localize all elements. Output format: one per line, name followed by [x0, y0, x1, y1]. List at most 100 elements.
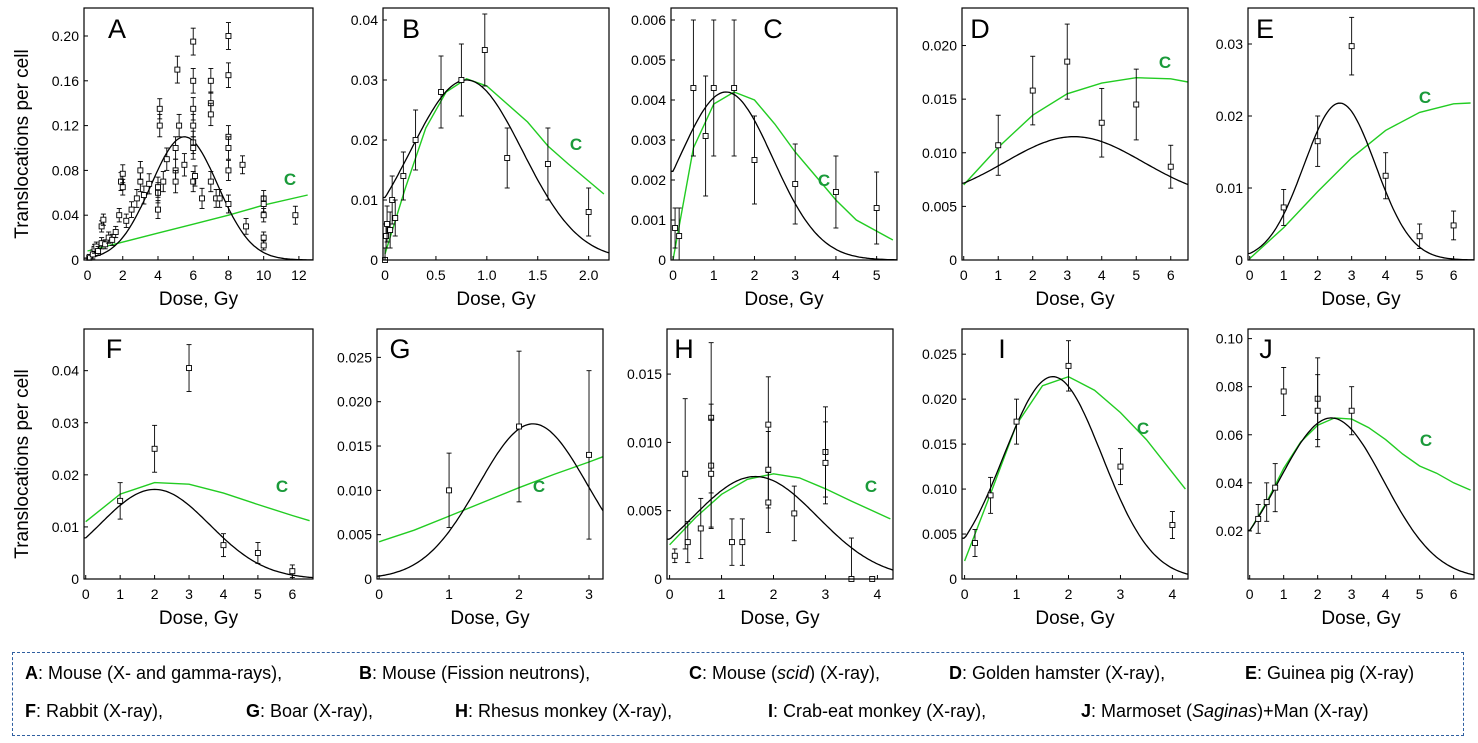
model-curve-label: C — [1137, 419, 1149, 438]
data-point — [190, 136, 197, 160]
data-point — [176, 113, 183, 138]
data-point — [1255, 504, 1262, 534]
y-tick-label: 0.010 — [922, 481, 957, 497]
data-point — [123, 213, 130, 228]
point-marker — [137, 167, 144, 174]
panel-letter: A — [108, 14, 126, 44]
point-marker — [123, 217, 130, 224]
y-tick-label: 0.005 — [337, 527, 372, 543]
point-marker — [190, 38, 197, 45]
data-point — [682, 398, 689, 550]
data-point — [1382, 152, 1389, 200]
data-point — [151, 424, 158, 473]
plot-frame — [1247, 328, 1475, 580]
panel-letter: C — [763, 14, 783, 44]
plot-frame — [382, 7, 610, 261]
y-tick-label: 0 — [71, 571, 79, 587]
y-tick-label: 0.005 — [922, 198, 957, 214]
x-tick-label: 0 — [82, 586, 90, 602]
panel-a: 0 2 4 6 8 10 12 0 0.04 0.08 0.12 0.16 0.20 Dose, Gy Tr… — [12, 7, 314, 310]
legend-item-i: I: Crab-eat monkey (X-ray), — [768, 701, 987, 721]
data-point — [192, 165, 198, 187]
point-marker — [481, 47, 488, 53]
model-curve-label: C — [865, 477, 877, 496]
y-tick-label: 0.010 — [627, 434, 662, 450]
data-point — [95, 246, 102, 256]
data-point — [697, 497, 704, 559]
point-marker — [140, 192, 147, 198]
legend-key: F — [25, 701, 36, 721]
data-point — [140, 185, 147, 205]
plot-frame — [83, 7, 314, 261]
legend-text: Boar (X-ray), — [270, 701, 374, 721]
data-point — [137, 160, 144, 180]
plot-frame — [376, 328, 604, 580]
legend-item-j: J: Marmoset (Saginas)+Man (X-ray) — [1081, 701, 1369, 721]
point-marker — [190, 105, 197, 112]
x-tick-label: 2.0 — [579, 267, 599, 283]
point-marker — [392, 215, 399, 221]
point-marker — [243, 223, 250, 230]
point-marker — [1272, 484, 1279, 491]
data-point — [1280, 367, 1287, 416]
data-point — [1348, 386, 1355, 436]
x-tick-label: 2 — [1029, 267, 1037, 283]
x-axis-label: Dose, Gy — [1321, 608, 1401, 629]
data-point — [1348, 16, 1355, 76]
fit-curve — [667, 475, 893, 571]
data-point — [225, 22, 232, 50]
data-point — [254, 542, 261, 564]
x-tick-label: 6 — [288, 586, 296, 602]
point-marker — [174, 66, 181, 73]
point-marker — [731, 85, 738, 91]
y-tick-label: 0.015 — [337, 438, 372, 454]
point-marker — [128, 206, 135, 213]
point-marker — [792, 181, 799, 187]
data-point — [446, 452, 453, 529]
x-tick-label: 0.5 — [426, 267, 446, 283]
x-tick-label: 1 — [1280, 267, 1288, 283]
panel-i: 0 1 2 3 4 0 0.005 0.010 0.015 0.020 0.025 Dose, Gy I… — [922, 328, 1189, 629]
x-tick-label: 3 — [1348, 267, 1356, 283]
panel-e: 0 1 2 3 4 5 6 0 0.01 0.02 0.03 Dose, Gy E C — [1216, 7, 1475, 310]
point-marker — [220, 542, 227, 549]
point-marker — [708, 470, 715, 477]
x-axis-label: Dose, Gy — [740, 608, 820, 629]
legend-key: B — [359, 663, 372, 683]
x-tick-label: 2 — [1314, 267, 1322, 283]
x-tick-label: 4 — [874, 586, 882, 602]
data-point — [243, 218, 250, 235]
y-tick-label: 0.04 — [1216, 475, 1243, 491]
x-tick-label: 6 — [1450, 267, 1458, 283]
plot-frame — [961, 7, 1189, 261]
point-marker — [822, 459, 829, 466]
y-tick-label: 0.10 — [1216, 331, 1243, 347]
data-point — [225, 136, 232, 160]
point-marker — [100, 216, 107, 223]
data-point — [163, 147, 170, 171]
data-point — [207, 68, 214, 94]
point-marker — [387, 227, 394, 233]
x-tick-label: 6 — [1167, 267, 1175, 283]
x-axis-label: Dose, Gy — [159, 608, 239, 629]
y-tick-label: 0.02 — [52, 467, 79, 483]
data-point — [155, 200, 161, 220]
point-marker — [739, 539, 746, 546]
x-tick-label: 5 — [1416, 267, 1424, 283]
point-marker — [260, 201, 267, 207]
data-point — [873, 171, 880, 245]
y-tick-label: 0.03 — [1216, 36, 1243, 52]
point-marker — [672, 225, 679, 231]
data-point — [1416, 223, 1423, 249]
data-point — [400, 151, 407, 201]
point-marker — [133, 195, 140, 202]
point-marker — [137, 178, 144, 185]
x-tick-label: 0 — [1246, 586, 1254, 602]
x-tick-label: 2 — [151, 586, 159, 602]
y-tick-label: 0.015 — [627, 366, 662, 382]
point-marker — [89, 251, 96, 258]
y-tick-label: 0.005 — [627, 503, 662, 519]
x-tick-label: 1.0 — [477, 267, 497, 283]
plot-frame — [83, 328, 314, 580]
x-tick-label: 0 — [666, 586, 674, 602]
